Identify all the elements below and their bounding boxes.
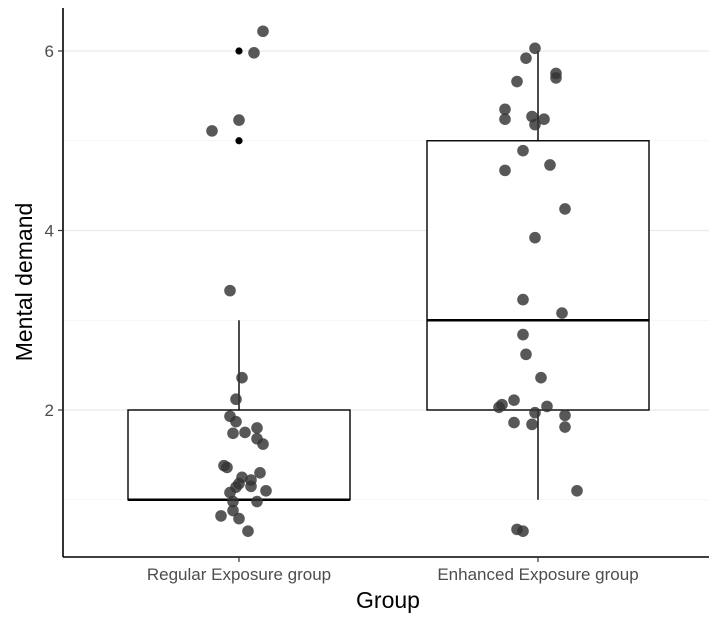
data-point xyxy=(526,418,538,431)
data-point xyxy=(245,480,257,493)
data-point xyxy=(517,525,529,537)
y-tick-label: 4 xyxy=(45,222,54,241)
x-tick-label: Enhanced Exposure group xyxy=(437,565,638,584)
data-point xyxy=(248,46,260,59)
data-point xyxy=(257,25,269,38)
y-tick-label: 6 xyxy=(45,42,54,61)
data-point xyxy=(499,113,511,126)
data-point xyxy=(236,371,248,384)
data-point xyxy=(529,118,541,131)
data-point xyxy=(230,415,242,428)
ticks: 2 4 6 Regular Exposure group Enhanced Exposu… xyxy=(45,42,639,584)
data-point xyxy=(538,113,550,126)
data-point xyxy=(221,461,233,474)
data-point xyxy=(227,504,239,517)
data-point xyxy=(520,348,532,361)
data-point xyxy=(224,284,236,297)
data-point xyxy=(499,164,511,177)
data-point xyxy=(508,416,520,429)
data-point xyxy=(233,114,245,126)
box-iqr xyxy=(426,140,650,411)
x-axis-title: Group xyxy=(356,587,420,613)
data-point xyxy=(227,495,239,508)
data-point xyxy=(215,510,227,522)
data-point xyxy=(517,293,529,306)
data-point xyxy=(520,52,532,64)
data-point xyxy=(511,75,523,88)
data-point xyxy=(251,422,263,434)
data-point xyxy=(556,307,568,319)
data-point xyxy=(571,484,583,497)
data-point xyxy=(260,484,272,497)
data-point xyxy=(529,42,541,55)
data-point xyxy=(550,72,562,84)
data-point xyxy=(230,393,242,406)
data-point xyxy=(517,328,529,341)
data-point xyxy=(508,394,520,406)
outlier-point xyxy=(235,137,243,145)
y-tick-label: 2 xyxy=(45,401,54,420)
data-point xyxy=(535,371,547,384)
data-point xyxy=(254,467,266,479)
data-point xyxy=(559,409,571,422)
data-point xyxy=(529,231,541,244)
outlier-point xyxy=(235,47,243,55)
axes xyxy=(62,8,709,558)
box-1 xyxy=(426,51,650,500)
data-point xyxy=(529,406,541,419)
data-point xyxy=(544,159,556,171)
data-point xyxy=(493,401,505,414)
data-point xyxy=(559,203,571,215)
data-point xyxy=(257,438,269,450)
data-point xyxy=(251,495,263,508)
y-axis-title: Mental demand xyxy=(11,203,37,362)
data-point xyxy=(242,525,254,537)
data-point xyxy=(239,426,251,439)
data-point xyxy=(541,400,553,413)
data-point xyxy=(206,125,218,137)
data-point xyxy=(227,427,239,440)
x-tick-label: Regular Exposure group xyxy=(147,565,331,584)
data-point xyxy=(233,512,245,525)
jitter-points xyxy=(206,25,583,537)
data-point xyxy=(499,103,511,116)
data-point xyxy=(559,421,571,433)
outliers xyxy=(235,47,243,145)
data-point xyxy=(224,486,236,499)
data-point xyxy=(517,144,529,157)
